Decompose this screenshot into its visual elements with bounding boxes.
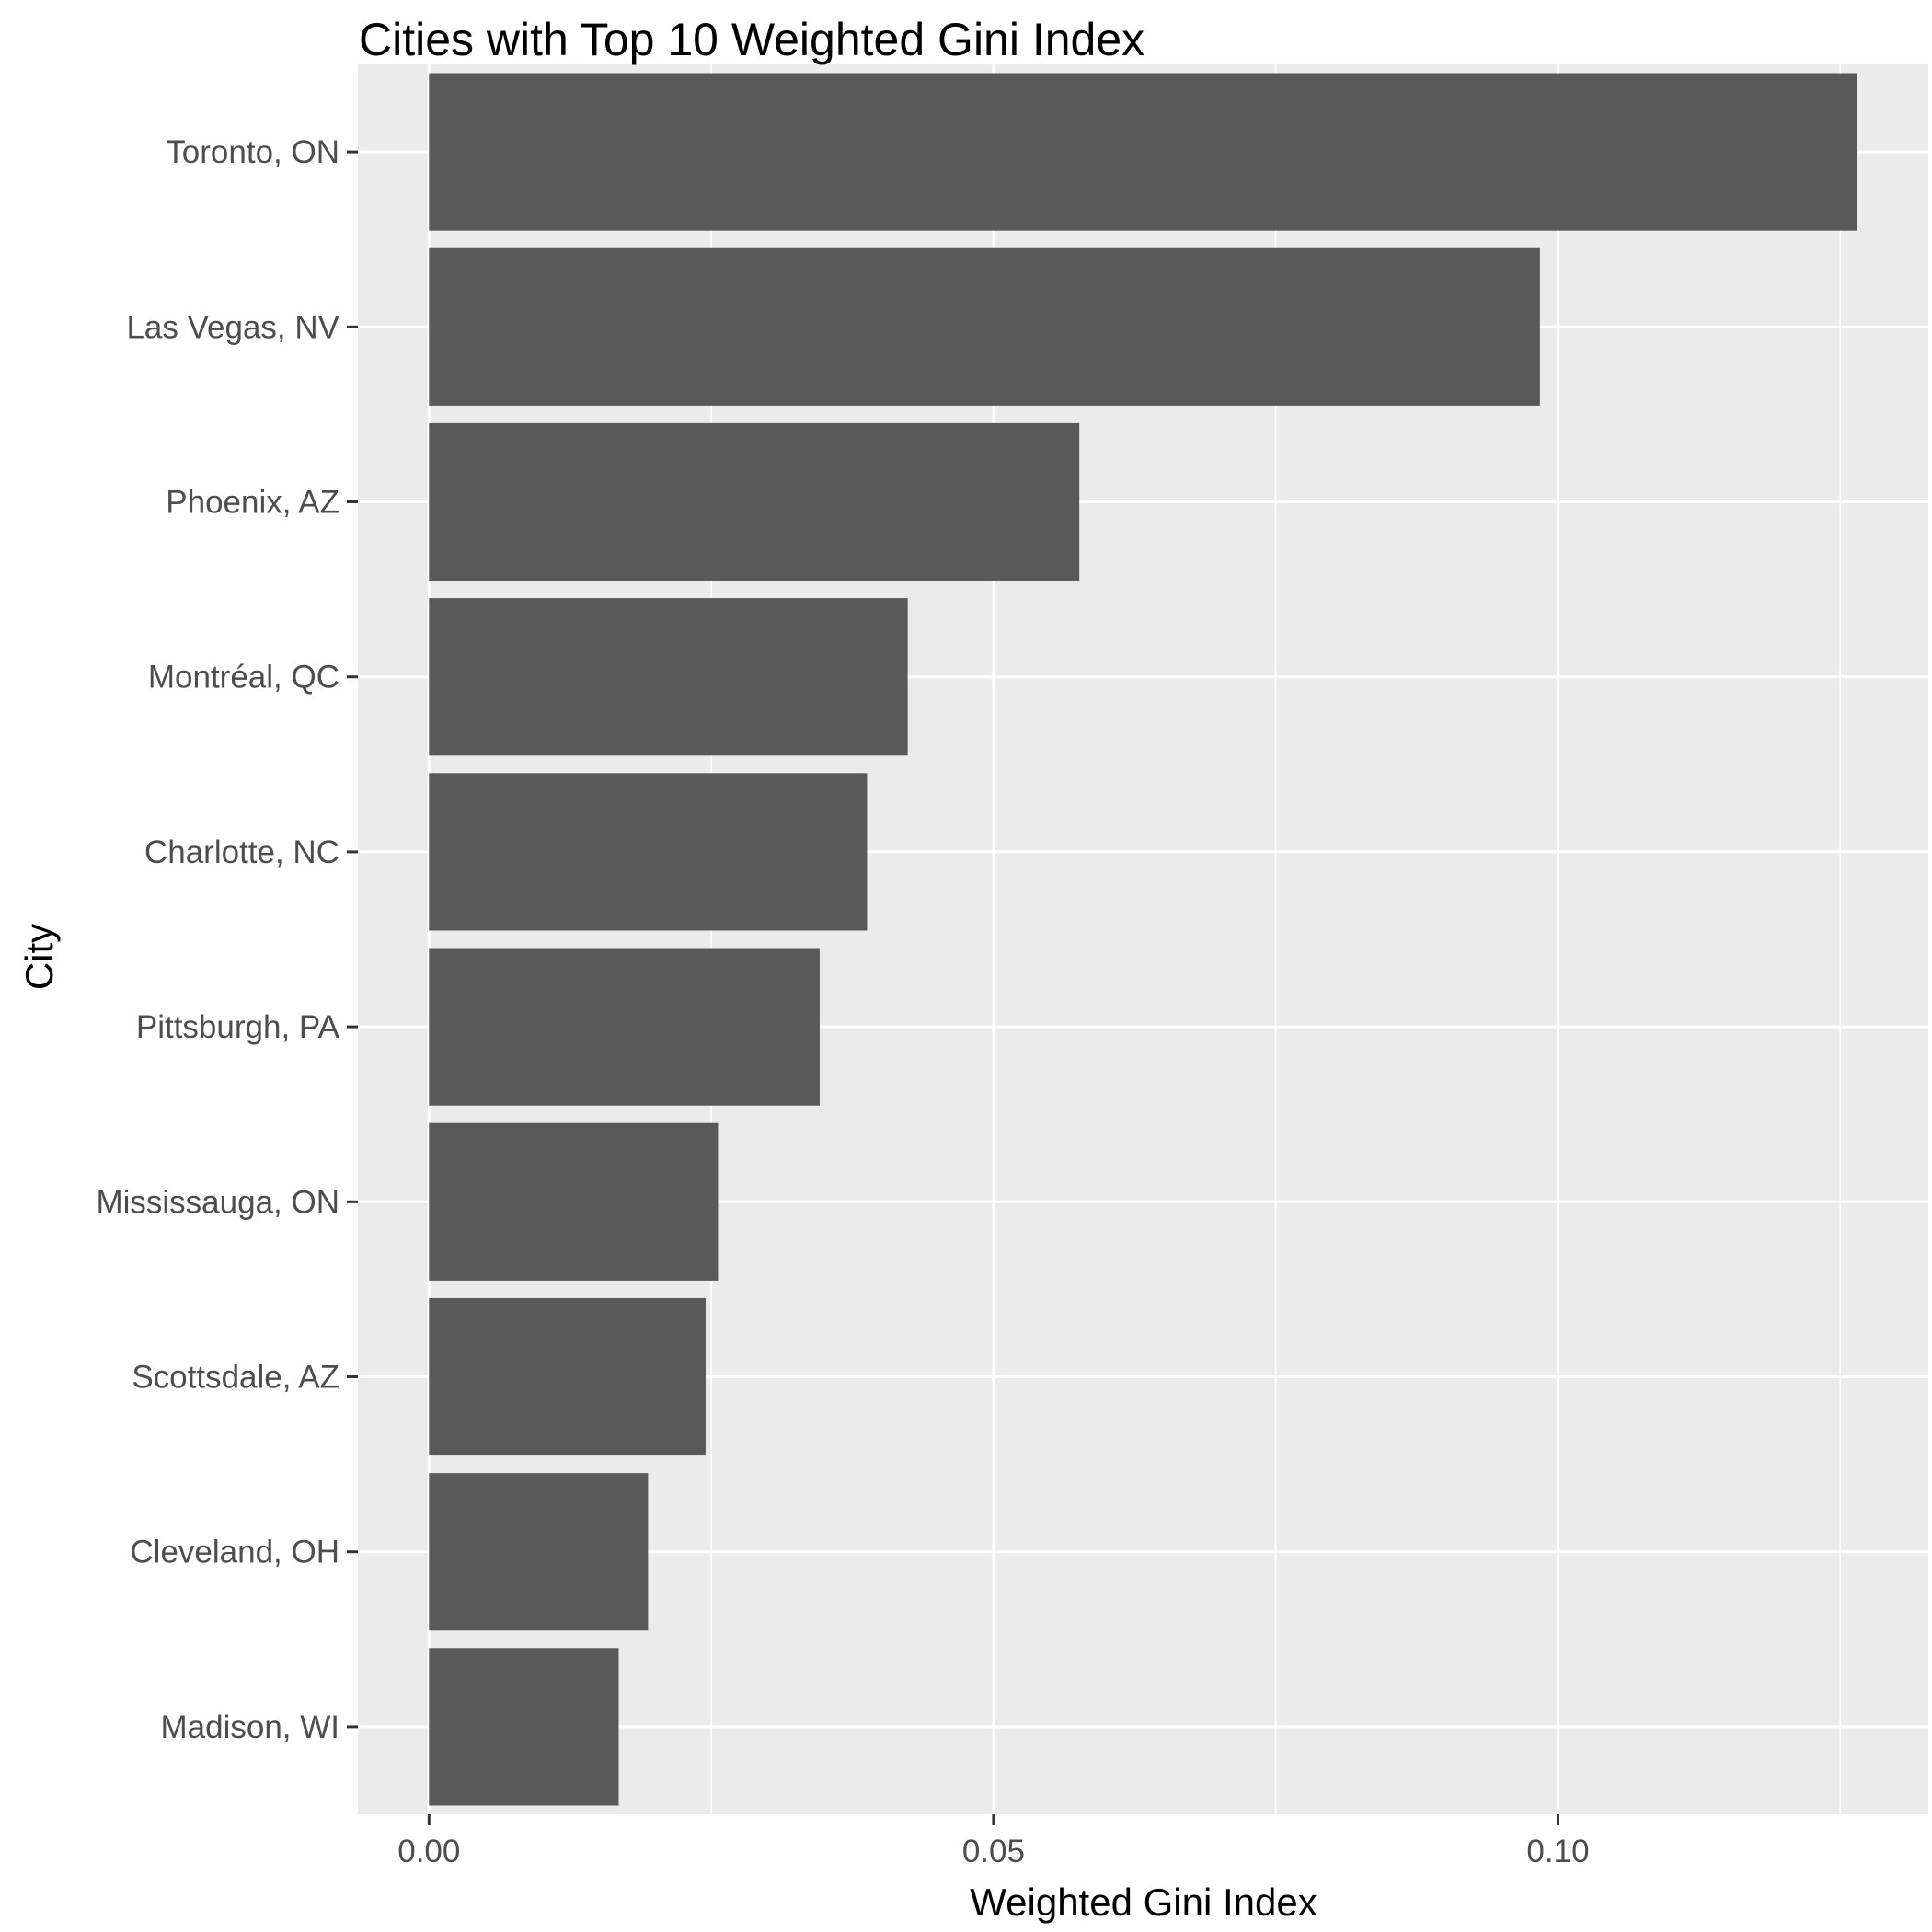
- y-tick-label: Toronto, ON: [166, 134, 339, 170]
- bars: [429, 73, 1857, 1806]
- y-tick-label: Pittsburgh, PA: [136, 1009, 340, 1045]
- x-axis-ticks: 0.00 0.05 0.10: [397, 1814, 1590, 1869]
- y-tick-label: Phoenix, AZ: [166, 485, 339, 521]
- bar: [429, 598, 908, 756]
- y-tick-label: Charlotte, NC: [144, 834, 339, 870]
- bar: [429, 1648, 619, 1806]
- bar: [429, 773, 868, 931]
- y-axis-ticks: Toronto, ON Las Vegas, NV Phoenix, AZ Montr…: [96, 134, 358, 1745]
- bar: [429, 1122, 719, 1281]
- y-tick-label: Las Vegas, NV: [126, 309, 339, 345]
- bar: [429, 948, 820, 1106]
- bar: [429, 1473, 649, 1631]
- y-tick-label: Madison, WI: [161, 1709, 340, 1745]
- bar: [429, 73, 1857, 231]
- x-tick-label: 0.05: [962, 1834, 1025, 1869]
- y-tick-label: Cleveland, OH: [130, 1535, 339, 1570]
- x-tick-label: 0.10: [1526, 1834, 1589, 1869]
- y-tick-label: Mississauga, ON: [96, 1184, 339, 1220]
- bar: [429, 422, 1080, 581]
- y-tick-label: Montréal, QC: [148, 660, 339, 696]
- bar: [429, 1297, 706, 1456]
- y-axis-title: City: [17, 924, 61, 990]
- y-tick-label: Scottsdale, AZ: [132, 1360, 339, 1396]
- chart-title: Cities with Top 10 Weighted Gini Index: [359, 14, 1144, 65]
- bar: [429, 247, 1540, 406]
- x-axis-title: Weighted Gini Index: [970, 1880, 1317, 1924]
- x-tick-label: 0.00: [397, 1834, 460, 1869]
